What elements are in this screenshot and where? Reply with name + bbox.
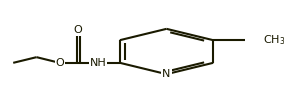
Text: N: N — [162, 69, 171, 79]
Text: CH$_3$: CH$_3$ — [263, 33, 284, 47]
Text: O: O — [74, 25, 83, 35]
Text: O: O — [55, 58, 64, 68]
Text: NH: NH — [89, 58, 106, 68]
